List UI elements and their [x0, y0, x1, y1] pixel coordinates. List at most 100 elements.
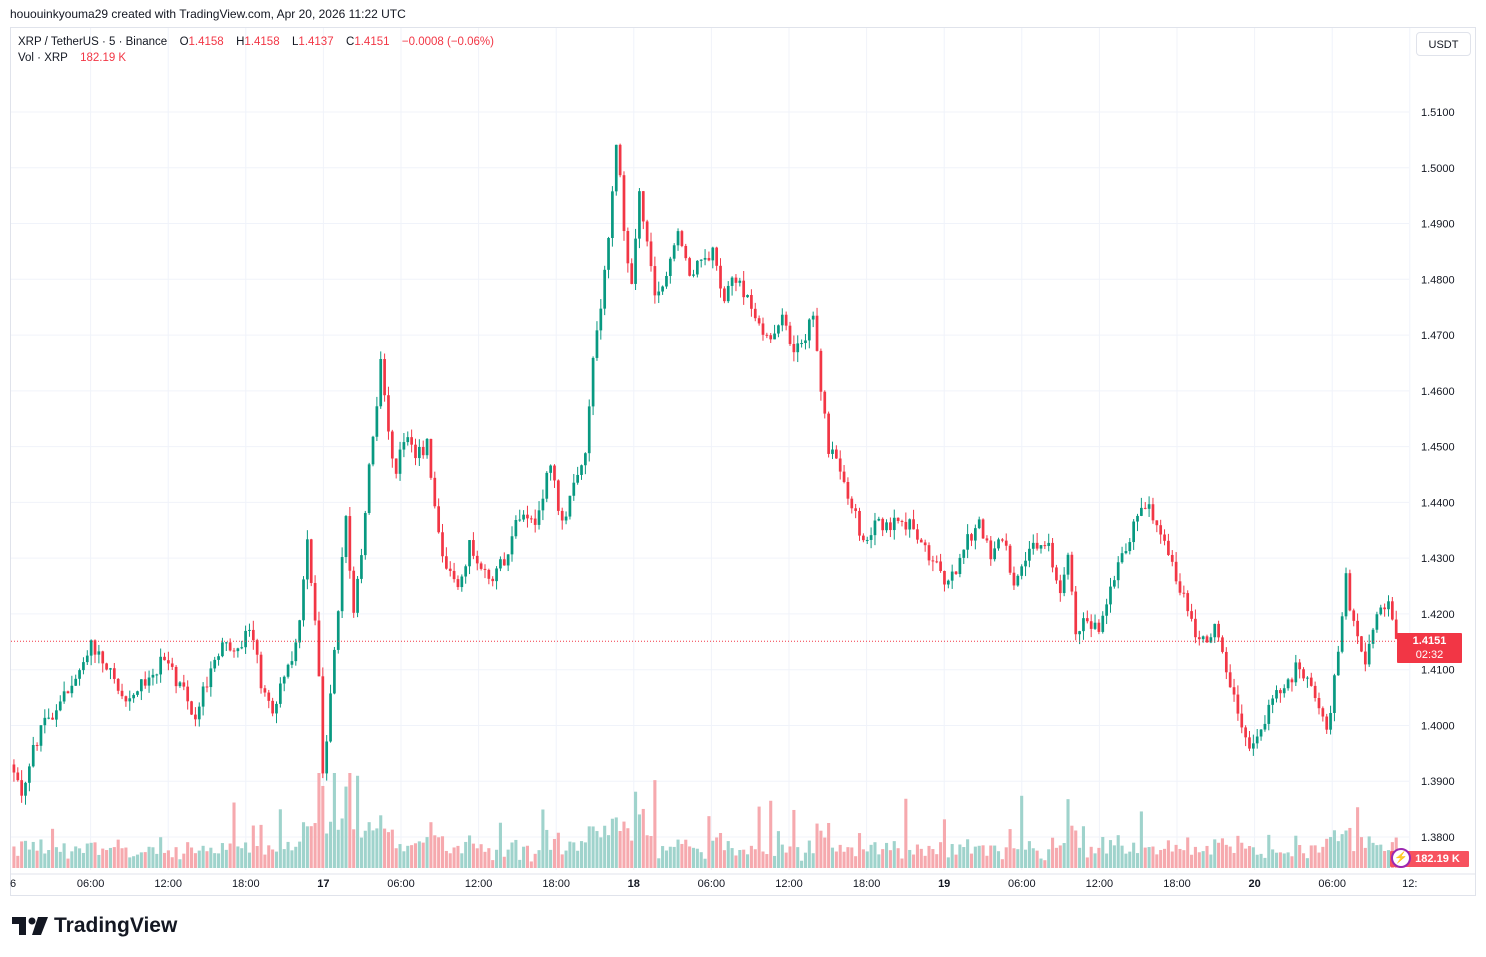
time-tick-label: 12:00: [1086, 878, 1114, 890]
volume-bar: [927, 845, 931, 868]
candle-body: [553, 465, 556, 481]
price-tick-label: 1.4200: [1421, 609, 1455, 621]
volume-bar: [564, 850, 568, 868]
volume-bar: [1012, 848, 1016, 868]
volume-bar: [560, 854, 564, 868]
candle-body: [390, 431, 394, 459]
volume-bar: [413, 843, 418, 868]
volume-bar: [1116, 835, 1120, 868]
volume-bar: [16, 855, 20, 868]
volume-bar: [120, 848, 124, 868]
volume-bar: [865, 851, 869, 868]
candle-body: [31, 744, 35, 767]
volume-label[interactable]: Vol · XRP: [18, 52, 68, 64]
volume-bar: [950, 844, 954, 868]
candle-body: [224, 642, 228, 644]
time-tick-label: 18:00: [232, 878, 260, 890]
volume-bar: [522, 846, 526, 868]
volume-bar: [132, 856, 136, 868]
candle-body: [723, 288, 726, 302]
volume-bar: [506, 849, 510, 868]
candle-body: [499, 559, 502, 569]
volume-bar: [1220, 838, 1225, 868]
candle-body: [572, 482, 576, 496]
footer-brand[interactable]: TradingView: [12, 914, 177, 938]
candle-body: [707, 257, 711, 261]
volume-bar: [116, 839, 120, 868]
candle-body: [379, 359, 383, 407]
volume-bar: [788, 846, 792, 868]
candle-body: [398, 449, 402, 474]
volume-bar: [274, 851, 279, 868]
candle-body: [533, 518, 537, 525]
candle-body: [1159, 525, 1163, 535]
candle-body: [302, 579, 305, 621]
volume-bar: [630, 840, 634, 868]
volume-bar: [1336, 841, 1340, 868]
candle-body: [228, 642, 232, 651]
candle-body: [815, 315, 819, 351]
volume-bar: [1078, 847, 1082, 868]
volume-bar: [456, 845, 460, 868]
candle-body: [618, 144, 622, 176]
volume-bar: [1321, 846, 1325, 868]
currency-button[interactable]: USDT: [1416, 32, 1471, 56]
volume-bar: [1178, 848, 1182, 868]
candle-body: [1097, 622, 1101, 632]
candle-body: [1333, 675, 1336, 714]
candle-body: [1325, 716, 1329, 730]
volume-bar: [502, 856, 506, 868]
volume-bar: [1193, 846, 1197, 868]
volume-bar: [819, 830, 823, 868]
chart-frame[interactable]: [10, 27, 1476, 896]
candle-body: [973, 528, 977, 541]
volume-bar: [70, 851, 74, 868]
volume-bar: [842, 851, 846, 868]
open-label: O: [179, 36, 189, 48]
candle-body: [599, 308, 603, 331]
volume-bar: [618, 831, 622, 868]
candle-body: [684, 245, 688, 259]
symbol-label[interactable]: XRP / TetherUS · 5 · Binance: [18, 36, 168, 48]
volume-bar: [776, 831, 780, 868]
candle-body: [580, 465, 583, 475]
candle-body: [1383, 607, 1386, 610]
volume-bar: [742, 849, 746, 868]
open-value: 1.4158: [188, 36, 224, 48]
candle-body: [966, 534, 969, 550]
candle-body: [1371, 629, 1375, 644]
volume-bar: [1143, 847, 1147, 868]
candle-body: [317, 620, 321, 677]
volume-bar: [1058, 845, 1062, 868]
volume-bar: [1201, 851, 1205, 868]
volume-bar: [31, 841, 35, 868]
volume-bar: [101, 848, 105, 868]
volume-bar: [661, 846, 665, 868]
candle-body: [1070, 554, 1074, 592]
candle-body: [560, 510, 564, 521]
volume-bar: [993, 845, 997, 868]
candle-body: [827, 413, 830, 454]
volume-bar: [1074, 830, 1078, 868]
candle-body: [414, 444, 417, 459]
candle-body: [730, 277, 734, 286]
volume-bar: [726, 841, 730, 868]
candle-body: [128, 698, 132, 702]
volume-bar: [224, 849, 228, 868]
volume-bar: [244, 842, 248, 868]
volume-bar: [147, 846, 151, 868]
candle-body: [645, 221, 649, 242]
volume-bar: [1240, 842, 1244, 868]
volume-bar: [1290, 856, 1294, 868]
volume-bar: [1325, 838, 1329, 868]
candle-body: [1190, 611, 1193, 619]
volume-value: 182.19 K: [80, 52, 127, 64]
candle-body: [1329, 713, 1332, 730]
lightning-icon[interactable]: ⚡: [1391, 848, 1411, 868]
candle-body: [892, 517, 896, 531]
candle-body: [437, 506, 441, 533]
volume-bar: [151, 847, 155, 868]
candle-body: [529, 518, 533, 520]
volume-bar: [193, 853, 197, 868]
